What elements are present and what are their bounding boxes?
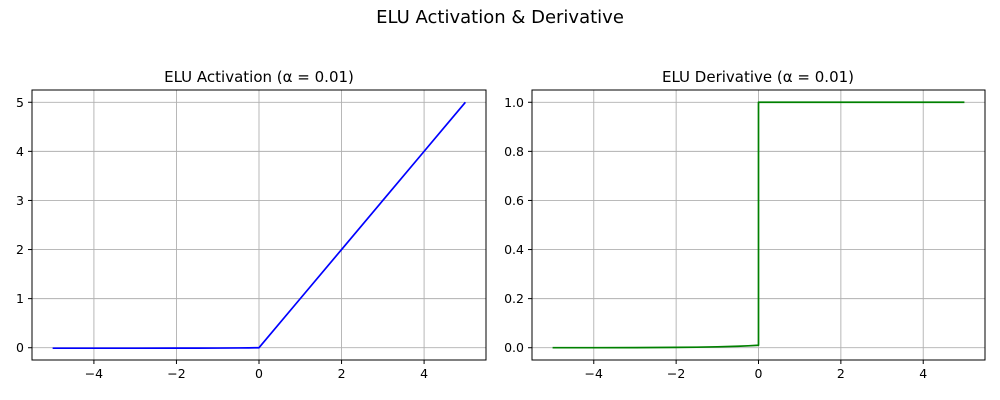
series-line-activation bbox=[52, 101, 467, 350]
axes-frame-activation bbox=[31, 89, 487, 361]
chart-derivative: ELU Derivative (α = 0.01) −4 −2 0 2 4 0.0 0.2 0… bbox=[504, 68, 986, 381]
x-tick-label: 2 bbox=[837, 366, 845, 381]
y-tick-label: 5 bbox=[16, 95, 24, 110]
chart-title-derivative: ELU Derivative (α = 0.01) bbox=[662, 68, 854, 86]
y-tick-label: 0.0 bbox=[504, 340, 524, 355]
x-tick-label: −2 bbox=[667, 366, 685, 381]
y-tick-label: 1.0 bbox=[504, 95, 524, 110]
y-tick-label: 2 bbox=[16, 242, 24, 257]
figure-title: ELU Activation & Derivative bbox=[376, 7, 624, 28]
x-tick-label: −4 bbox=[85, 366, 103, 381]
y-tick-label: 0.6 bbox=[504, 193, 524, 208]
ticks-activation: −4 −2 0 2 4 0 1 2 3 4 5 bbox=[16, 95, 428, 381]
x-tick-label: −2 bbox=[167, 366, 185, 381]
y-tick-label: 0.4 bbox=[504, 242, 524, 257]
chart-title-activation: ELU Activation (α = 0.01) bbox=[164, 68, 354, 86]
y-tick-label: 0.8 bbox=[504, 144, 524, 159]
chart-activation: ELU Activation (α = 0.01) −4 −2 0 2 4 0 1 2 3 4 5 bbox=[16, 68, 487, 381]
x-tick-label: 0 bbox=[755, 366, 763, 381]
x-tick-label: 2 bbox=[338, 366, 346, 381]
x-tick-label: 4 bbox=[919, 366, 927, 381]
y-tick-label: 0.2 bbox=[504, 291, 524, 306]
grid-activation bbox=[32, 90, 486, 360]
y-tick-label: 3 bbox=[16, 193, 24, 208]
y-tick-label: 4 bbox=[16, 144, 24, 159]
ticks-derivative: −4 −2 0 2 4 0.0 0.2 0.4 0.6 0.8 1.0 bbox=[504, 95, 927, 381]
plot-area-activation bbox=[52, 101, 467, 350]
x-tick-label: 0 bbox=[255, 366, 263, 381]
y-tick-label: 0 bbox=[16, 340, 24, 355]
series-line-derivative bbox=[552, 101, 965, 349]
x-tick-label: 4 bbox=[420, 366, 428, 381]
axes-frame-derivative bbox=[531, 89, 986, 361]
y-tick-label: 1 bbox=[16, 291, 24, 306]
x-tick-label: −4 bbox=[585, 366, 603, 381]
plot-area-derivative bbox=[552, 101, 965, 349]
